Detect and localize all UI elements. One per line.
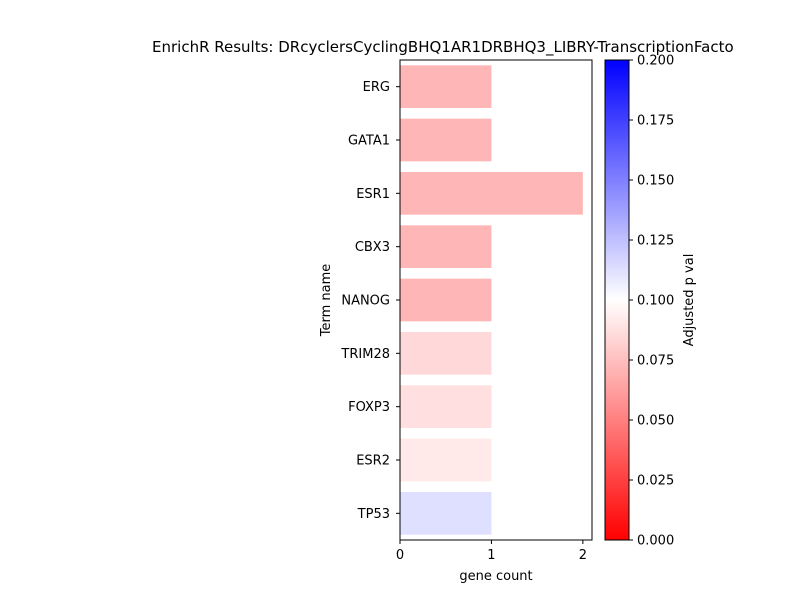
colorbar-tick-label: 0.100 bbox=[637, 294, 674, 309]
colorbar-ticks: 0.000 0.025 0.050 0.075 0.100 0.125 0.150 0.175… bbox=[629, 54, 674, 549]
colorbar-tick-label: 0.200 bbox=[637, 54, 674, 69]
y-tick-label: ESR1 bbox=[356, 187, 390, 202]
colorbar-tick-label: 0.000 bbox=[637, 534, 674, 549]
colorbar-tick-label: 0.050 bbox=[637, 414, 674, 429]
y-tick-label: TP53 bbox=[357, 507, 390, 522]
colorbar-tick-label: 0.075 bbox=[637, 354, 674, 369]
bar-trim28 bbox=[400, 332, 492, 375]
y-tick-label: ERG bbox=[363, 80, 390, 95]
x-tick-label: 0 bbox=[396, 548, 404, 563]
bar-gata1 bbox=[400, 118, 492, 162]
x-ticks: 0 1 2 bbox=[396, 540, 587, 563]
colorbar-label: Adjusted p val bbox=[682, 254, 697, 347]
colorbar-tick-label: 0.150 bbox=[637, 174, 674, 189]
x-tick-label: 1 bbox=[487, 548, 495, 563]
y-tick-label: TRIM28 bbox=[340, 347, 390, 362]
bar-esr2 bbox=[400, 438, 492, 482]
y-tick-labels: ERG GATA1 ESR1 CBX3 NANOG TRIM28 FOXP3 ESR2 TP53 bbox=[340, 80, 400, 522]
bar-esr1 bbox=[400, 172, 583, 215]
colorbar-tick-label: 0.025 bbox=[637, 474, 674, 489]
colorbar bbox=[604, 59, 630, 541]
bar-cbx3 bbox=[400, 225, 492, 268]
y-tick-label: GATA1 bbox=[348, 134, 390, 149]
y-axis-label: Term name bbox=[319, 264, 334, 338]
bars-group bbox=[400, 65, 583, 535]
bar-tp53 bbox=[400, 492, 492, 535]
y-tick-label: FOXP3 bbox=[348, 400, 390, 415]
bar-foxp3 bbox=[400, 385, 492, 428]
x-tick-label: 2 bbox=[579, 548, 587, 563]
colorbar-tick-label: 0.125 bbox=[637, 234, 674, 249]
plot-frame bbox=[399, 59, 593, 541]
x-axis-label: gene count bbox=[459, 569, 532, 584]
colorbar-tick-label: 0.175 bbox=[637, 114, 674, 129]
y-tick-label: ESR2 bbox=[356, 454, 390, 469]
bar-erg bbox=[400, 65, 492, 108]
y-tick-label: NANOG bbox=[341, 294, 390, 309]
chart-title: EnrichR Results: DRcyclersCyclingBHQ1AR1… bbox=[152, 38, 734, 57]
bar-nanog bbox=[400, 278, 492, 322]
y-tick-label: CBX3 bbox=[355, 240, 390, 255]
